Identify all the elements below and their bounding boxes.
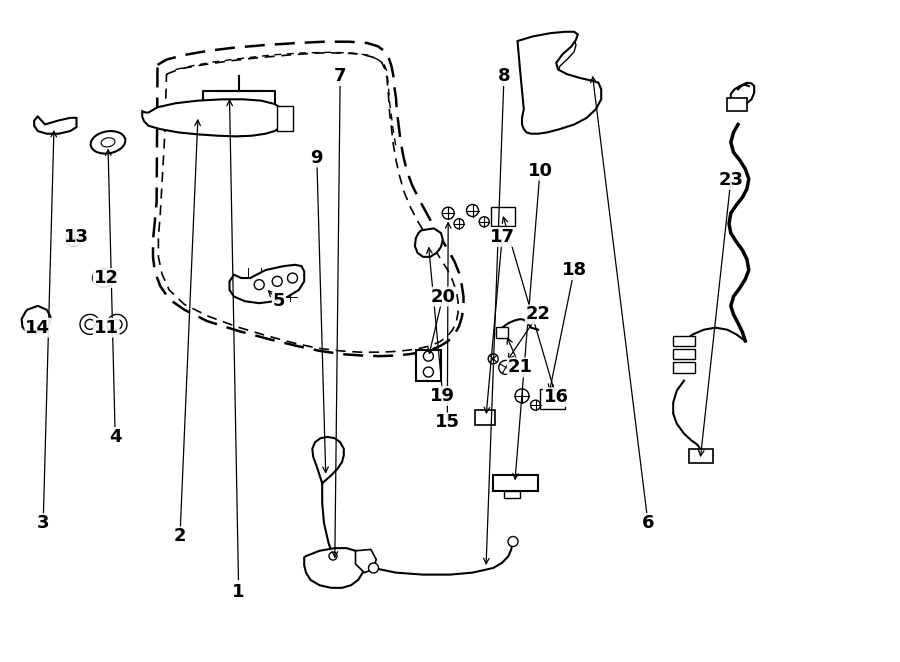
Circle shape (368, 563, 379, 573)
Circle shape (508, 536, 518, 547)
Polygon shape (230, 265, 304, 303)
Polygon shape (518, 32, 601, 134)
Polygon shape (504, 491, 520, 498)
Text: 9: 9 (310, 148, 323, 167)
Polygon shape (34, 117, 76, 134)
Text: 2: 2 (174, 527, 186, 545)
Text: 17: 17 (490, 228, 515, 246)
Polygon shape (673, 362, 695, 373)
Polygon shape (416, 350, 441, 381)
Text: 14: 14 (25, 318, 50, 337)
Text: 5: 5 (273, 292, 285, 310)
Polygon shape (142, 99, 284, 136)
Text: 4: 4 (109, 428, 122, 446)
Text: 19: 19 (430, 387, 455, 405)
Text: 21: 21 (508, 358, 533, 377)
Text: 16: 16 (544, 388, 569, 406)
Polygon shape (493, 475, 538, 491)
Text: 10: 10 (527, 162, 553, 180)
Ellipse shape (91, 131, 125, 154)
Polygon shape (491, 207, 515, 226)
Text: 13: 13 (64, 228, 89, 246)
Text: 23: 23 (718, 171, 743, 189)
Text: 18: 18 (562, 261, 587, 279)
Text: 7: 7 (334, 67, 346, 85)
Polygon shape (356, 549, 376, 573)
Circle shape (329, 552, 337, 560)
Polygon shape (475, 410, 495, 425)
Text: 3: 3 (37, 514, 50, 532)
Text: 6: 6 (642, 514, 654, 532)
Polygon shape (496, 327, 508, 338)
Text: 11: 11 (94, 318, 119, 337)
Text: 1: 1 (232, 583, 245, 602)
Text: 15: 15 (435, 413, 460, 432)
Polygon shape (540, 389, 565, 409)
Polygon shape (22, 306, 50, 334)
Polygon shape (304, 548, 365, 588)
Polygon shape (673, 349, 695, 359)
Polygon shape (277, 106, 292, 131)
Polygon shape (727, 98, 747, 111)
Polygon shape (673, 336, 695, 346)
Polygon shape (688, 449, 713, 463)
Text: 12: 12 (94, 269, 119, 287)
Text: 8: 8 (498, 67, 510, 85)
Polygon shape (415, 228, 443, 257)
Text: 22: 22 (526, 305, 551, 324)
Text: 20: 20 (430, 287, 455, 306)
